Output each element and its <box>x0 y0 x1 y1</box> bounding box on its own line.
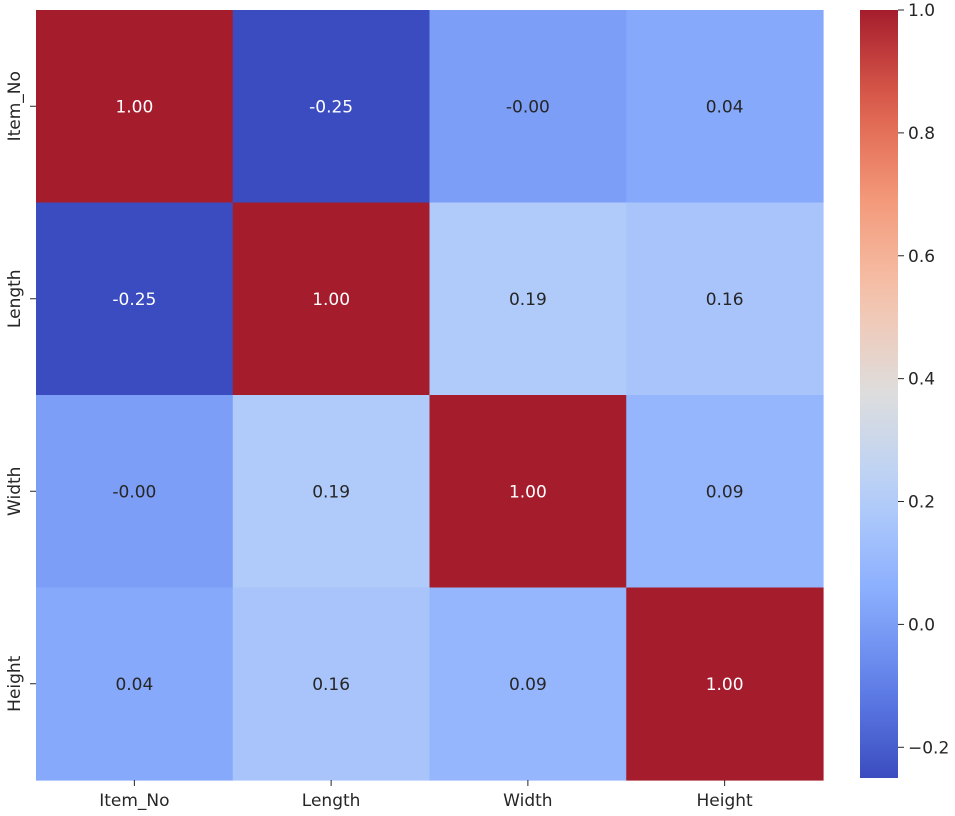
x-tick-label: Item_No <box>99 791 169 811</box>
cell-annotation: 1.00 <box>115 97 153 117</box>
x-tick-label: Height <box>697 791 754 811</box>
heatmap-cell <box>36 10 234 204</box>
colorbar-tick-label: 0.2 <box>908 493 935 513</box>
x-tick-label: Length <box>302 791 361 811</box>
cell-annotation: 1.00 <box>706 675 744 695</box>
heatmap-cells <box>36 10 824 781</box>
cell-annotation: -0.25 <box>112 290 156 310</box>
cell-annotation: -0.00 <box>112 482 156 502</box>
heatmap-cell <box>232 202 431 396</box>
heatmap-cell <box>429 395 627 589</box>
cell-annotation: 0.09 <box>509 675 547 695</box>
heatmap-cell <box>429 587 627 781</box>
colorbar-tick-label: −0.2 <box>908 738 949 758</box>
cell-annotation: -0.00 <box>506 97 550 117</box>
cell-annotation: 0.16 <box>706 290 744 310</box>
cell-annotation: 0.19 <box>509 290 547 310</box>
heatmap-cell <box>36 587 234 781</box>
heatmap-cell <box>429 10 627 204</box>
y-tick-label: Height <box>5 655 25 712</box>
heatmap-cell <box>232 10 431 204</box>
y-tick-label: Item_No <box>5 71 25 141</box>
heatmap-cell <box>626 10 824 204</box>
cell-annotation: 1.00 <box>509 482 547 502</box>
heatmap-cell <box>626 587 824 781</box>
colorbar-tick-label: 0.4 <box>908 370 935 390</box>
heatmap-annotations: 1.00 -0.25 -0.00 0.04 -0.25 1.00 0.19 0.16 -0.00… <box>112 97 743 695</box>
colorbar-tick-label: 1.0 <box>908 1 935 21</box>
heatmap-cell <box>626 202 824 396</box>
y-tick-label: Width <box>5 467 25 516</box>
x-axis: Item_No Length Width Height <box>99 780 753 811</box>
cell-annotation: 1.00 <box>312 290 350 310</box>
heatmap-cell <box>36 395 234 589</box>
cell-annotation: 0.04 <box>706 97 744 117</box>
cell-annotation: 0.04 <box>115 675 153 695</box>
colorbar-gradient <box>860 10 898 778</box>
colorbar-tick-label: 0.0 <box>908 615 935 635</box>
colorbar-tick-label: 0.6 <box>908 247 935 267</box>
heatmap-cell <box>626 395 824 589</box>
colorbar: −0.2 0.0 0.2 0.4 0.6 0.8 1.0 <box>860 1 949 778</box>
cell-annotation: 0.19 <box>312 482 350 502</box>
y-axis: Item_No Length Width Height <box>5 71 36 712</box>
heatmap-cell <box>232 587 431 781</box>
x-tick-label: Width <box>503 791 552 811</box>
heatmap-cell <box>429 202 627 396</box>
heatmap-cell <box>232 395 431 589</box>
cell-annotation: -0.25 <box>309 97 353 117</box>
heatmap-cell <box>36 202 234 396</box>
cell-annotation: 0.16 <box>312 675 350 695</box>
cell-annotation: 0.09 <box>706 482 744 502</box>
y-tick-label: Length <box>5 269 25 328</box>
colorbar-tick-label: 0.8 <box>908 124 935 144</box>
